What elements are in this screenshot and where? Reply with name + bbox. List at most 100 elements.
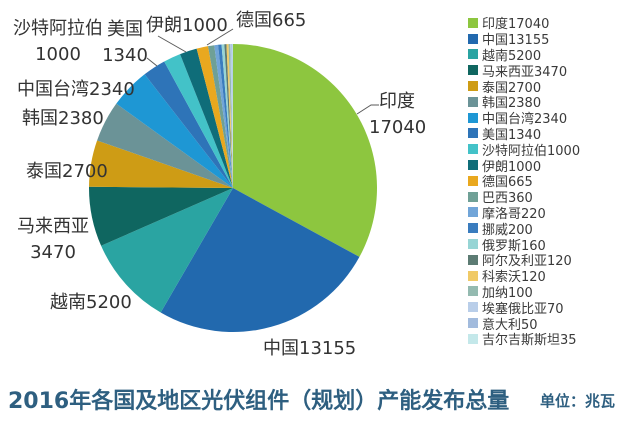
pie-label-taiwan: 中国台湾2340 [17, 77, 135, 103]
pie-label-korea-value: 2380 [58, 108, 104, 129]
leader-line-india [356, 104, 379, 115]
legend-swatch-icon [468, 49, 478, 60]
legend-swatch-icon [468, 207, 478, 218]
pie-slice-埃塞俄比亚 [230, 44, 233, 189]
legend-item: 摩洛哥220 [468, 205, 580, 222]
pie-label-malaysia-value: 3470 [30, 242, 76, 264]
legend-item-label: 韩国2380 [482, 96, 542, 112]
legend-swatch-icon [468, 223, 478, 234]
legend-item-label: 中国13155 [482, 33, 550, 49]
legend-item: 阿尔及利亚120 [468, 252, 580, 270]
legend-item-label: 美国1340 [482, 127, 542, 143]
legend-item-label: 俄罗斯160 [482, 238, 546, 254]
legend-item-label: 伊朗1000 [482, 159, 542, 175]
pie-slice-加纳 [228, 44, 233, 188]
pie-label-germany-value: 665 [272, 10, 307, 31]
legend-item: 埃塞俄比亚70 [468, 299, 580, 317]
legend-item: 意大利50 [468, 315, 580, 333]
pie-label-thailand-value: 2700 [62, 161, 108, 182]
pie-label-taiwan-value: 2340 [89, 79, 135, 100]
legend-swatch-icon [468, 96, 478, 107]
legend-item-label: 德国665 [482, 175, 533, 191]
pie-label-iran-value: 1000 [182, 15, 228, 36]
legend-item-label: 加纳100 [482, 285, 533, 301]
legend-item: 巴西360 [468, 189, 580, 207]
leader-line-iran [157, 35, 187, 53]
legend-item: 中国13155 [468, 31, 580, 49]
legend-swatch-icon [468, 81, 478, 92]
pie-label-usa-value: 1340 [102, 45, 148, 67]
pie-label-korea-name: 韩国 [22, 108, 58, 129]
pie-label-india: 印度 17040 [369, 89, 427, 141]
legend-item: 沙特阿拉伯1000 [468, 141, 581, 159]
legend-swatch-icon [468, 128, 478, 139]
pie-label-china-value: 13155 [299, 338, 357, 359]
legend-swatch-icon [468, 17, 478, 28]
legend-item-label: 埃塞俄比亚70 [482, 301, 564, 317]
legend-item: 伊朗1000 [468, 157, 580, 175]
pie-slice-摩洛哥 [214, 44, 233, 188]
pie-slice-巴西 [208, 45, 233, 189]
legend-item-label: 摩洛哥220 [482, 206, 546, 222]
legend-swatch-icon [468, 160, 478, 171]
legend-swatch-icon [468, 191, 478, 202]
legend-item-label: 巴西360 [482, 191, 533, 207]
pie-slice-科索沃 [226, 44, 233, 188]
legend-swatch-icon [468, 239, 478, 250]
pie-slice-印度 [233, 44, 377, 257]
legend-item-label: 越南5200 [482, 49, 542, 64]
pie-label-korea: 韩国2380 [22, 106, 104, 132]
legend-item-label: 阿尔及利亚120 [482, 254, 572, 270]
pie-slice-韩国 [97, 103, 233, 188]
pie-slice-越南 [101, 188, 233, 313]
legend-item: 韩国2380 [468, 94, 580, 112]
legend: 印度17040 中国13155 越南5200 马来西亚3470 泰国2700 韩国2380… [468, 15, 581, 348]
pie-slice-俄罗斯 [221, 44, 233, 189]
legend-item: 科索沃120 [468, 268, 580, 286]
legend-item-label: 泰国2700 [482, 80, 542, 96]
pie-label-germany-name: 德国 [236, 10, 272, 31]
legend-item: 俄罗斯160 [468, 236, 580, 254]
pie-slice-吉尔吉斯斯坦 [232, 43, 233, 188]
pie-slice-阿尔及利亚 [224, 44, 233, 189]
pie-label-china-name: 中国 [263, 338, 299, 359]
pie-slice-泰国 [89, 140, 233, 188]
pie-slice-马来西亚 [89, 186, 233, 246]
pie-slice-伊朗 [180, 48, 233, 188]
legend-swatch-icon [468, 318, 478, 329]
pie-label-malaysia: 马来西亚 3470 [12, 214, 94, 266]
legend-item-label: 印度17040 [482, 17, 550, 33]
pie-label-iran-name: 伊朗 [146, 15, 182, 36]
pie-slice-沙特阿拉伯 [164, 54, 233, 189]
pie-label-india-name: 印度 [379, 91, 415, 112]
pie-slice-挪威 [218, 44, 233, 189]
pie-label-vietnam-name: 越南 [50, 292, 86, 313]
pie-label-iran: 伊朗1000 [146, 13, 228, 39]
pie-slice-美国 [144, 61, 233, 188]
pie-label-india-value: 17040 [369, 117, 427, 139]
legend-item: 加纳100 [468, 284, 580, 301]
leader-line-germany [206, 28, 234, 46]
legend-swatch-icon [468, 270, 478, 281]
legend-item-label: 马来西亚3470 [482, 64, 568, 80]
legend-swatch-icon [468, 33, 478, 44]
pie-slice-中国 [160, 188, 360, 332]
legend-item: 吉尔吉斯斯坦35 [468, 331, 580, 348]
pie-label-malaysia-name: 马来西亚 [17, 216, 89, 237]
legend-item-label: 科索沃120 [482, 270, 546, 286]
pie-label-vietnam: 越南5200 [50, 290, 132, 316]
legend-swatch-icon [468, 333, 478, 344]
legend-item: 泰国2700 [468, 78, 580, 96]
legend-item-label: 沙特阿拉伯1000 [482, 143, 581, 159]
legend-item-label: 中国台湾2340 [482, 112, 568, 128]
pie-slice-中国台湾 [116, 74, 233, 188]
pie-label-saudi-value: 1000 [35, 44, 81, 66]
legend-swatch-icon [468, 254, 478, 265]
legend-item: 越南5200 [468, 47, 580, 64]
legend-item: 中国台湾2340 [468, 110, 580, 128]
legend-item: 美国1340 [468, 126, 580, 143]
pie-label-thailand: 泰国2700 [26, 159, 108, 185]
legend-swatch-icon [468, 65, 478, 76]
